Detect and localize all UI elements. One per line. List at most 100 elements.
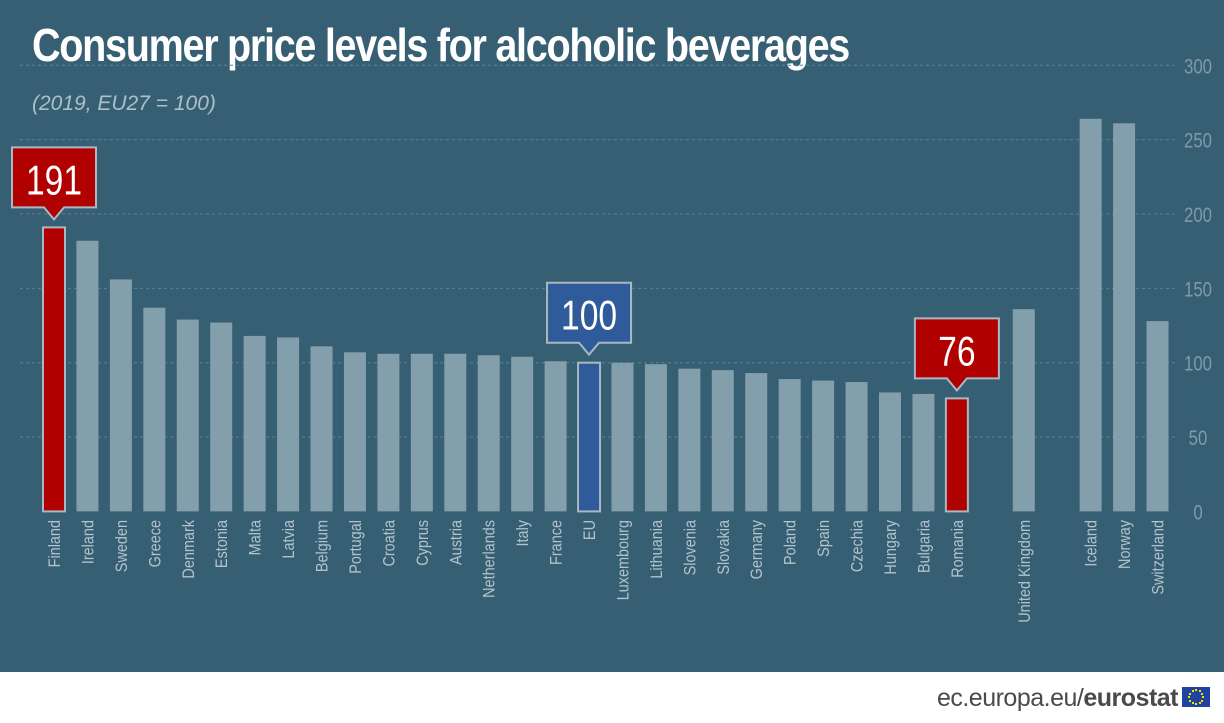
bar-croatia	[377, 353, 400, 512]
bar-slovakia	[711, 370, 734, 512]
data-callout: 100	[546, 281, 633, 357]
bar-germany	[745, 373, 768, 512]
y-tick-label: 0	[1193, 502, 1202, 525]
star	[1188, 696, 1190, 698]
x-tick-label: Austria	[447, 520, 465, 565]
x-tick-label: Romania	[949, 520, 967, 578]
x-tick-label: Spain	[815, 520, 833, 557]
chart-subtitle: (2019, EU27 = 100)	[32, 92, 216, 115]
x-tick-label: Switzerland	[1150, 520, 1168, 595]
star	[1195, 689, 1197, 691]
bar-bulgaria	[912, 393, 935, 512]
bar-romania	[944, 397, 969, 513]
bar-portugal	[343, 352, 366, 512]
bar-estonia	[210, 322, 233, 512]
x-tick-label: Lithuania	[648, 520, 666, 579]
bar-chart: 0 50 100 150 200 250 300 Finland 191 Ireland Swede…	[11, 56, 1212, 623]
y-tick-label: 50	[1189, 427, 1208, 450]
star	[1188, 699, 1191, 702]
y-tick-label: 100	[1184, 353, 1212, 376]
x-tick-label: Bulgaria	[915, 520, 933, 573]
x-tick-label: Portugal	[347, 520, 365, 574]
x-tick-label: Iceland	[1083, 520, 1101, 567]
bar-malta	[243, 335, 266, 512]
data-callout: 191	[11, 146, 97, 221]
x-tick-label: Slovakia	[715, 520, 733, 575]
bar-austria	[444, 353, 467, 512]
x-tick-label: Denmark	[180, 520, 198, 579]
x-tick-label: Czechia	[849, 520, 867, 572]
y-tick-label: 250	[1184, 130, 1212, 153]
x-tick-label: Poland	[782, 520, 800, 565]
bar-slovenia	[678, 368, 701, 512]
bar-latvia	[277, 337, 300, 512]
bar-united-kingdom	[1012, 309, 1035, 512]
bar-netherlands	[477, 355, 500, 512]
data-label: 100	[561, 293, 617, 339]
x-tick-label: Belgium	[314, 520, 332, 572]
star	[1188, 692, 1191, 695]
star	[1201, 692, 1204, 695]
bar-luxembourg	[611, 362, 634, 512]
star	[1195, 703, 1197, 705]
y-tick-label: 150	[1184, 279, 1212, 302]
star	[1198, 689, 1201, 692]
bar-iceland	[1079, 118, 1102, 512]
y-tick-label: 200	[1184, 204, 1212, 227]
x-tick-label: Finland	[46, 520, 64, 567]
callout-box	[546, 281, 633, 357]
chart-panel: Consumer price levels for alcoholic beve…	[0, 0, 1224, 672]
eu-flag-icon	[1182, 687, 1210, 707]
x-tick-label: Germany	[748, 520, 766, 579]
footer-link[interactable]: ec.europa.eu/eurostat	[936, 684, 1179, 713]
bar-switzerland	[1146, 321, 1169, 512]
star	[1191, 689, 1194, 692]
x-tick-label: Malta	[247, 520, 265, 556]
bar-cyprus	[410, 353, 433, 512]
x-tick-label: Croatia	[380, 520, 398, 567]
bar-finland	[42, 226, 66, 513]
callout-box	[11, 146, 97, 221]
x-tick-label: Sweden	[113, 520, 131, 572]
bar-hungary	[879, 392, 901, 512]
x-tick-label: Latvia	[280, 520, 298, 559]
bar-norway	[1113, 123, 1136, 512]
footer: ec.europa.eu/eurostat	[0, 672, 1224, 723]
x-tick-label: Ireland	[79, 520, 97, 564]
x-tick-label: Greece	[146, 520, 164, 568]
bar-ireland	[76, 240, 99, 512]
x-tick-label: Luxembourg	[614, 520, 632, 600]
x-tick-label: Norway	[1116, 520, 1134, 569]
x-tick-label: Netherlands	[481, 520, 499, 598]
star	[1198, 702, 1201, 705]
bar-italy	[511, 356, 534, 512]
star	[1202, 696, 1204, 698]
y-tick-label: 300	[1184, 56, 1212, 79]
x-tick-label: Italy	[514, 520, 532, 547]
bar-lithuania	[644, 364, 667, 512]
x-tick-label: France	[548, 520, 566, 565]
footer-site: ec.europa.eu/	[936, 684, 1084, 712]
data-callout: 76	[913, 317, 1000, 392]
bar-belgium	[310, 346, 333, 512]
data-label: 76	[938, 329, 975, 375]
footer-brand: eurostat	[1083, 684, 1178, 712]
x-tick-label: Hungary	[882, 520, 900, 575]
chart-title: Consumer price levels for alcoholic beve…	[32, 19, 850, 71]
bar-greece	[143, 307, 166, 512]
bar-sweden	[109, 279, 132, 512]
bar-eu	[577, 361, 602, 513]
star	[1191, 702, 1194, 705]
star	[1201, 699, 1204, 702]
x-tick-label: Estonia	[213, 520, 231, 568]
bar-denmark	[176, 319, 199, 512]
x-tick-label: United Kingdom	[1016, 520, 1034, 623]
data-label: 191	[26, 158, 82, 204]
x-tick-label: EU	[581, 520, 599, 540]
bar-poland	[778, 379, 801, 512]
callout-box	[913, 317, 1000, 392]
bar-czechia	[845, 382, 868, 512]
x-tick-label: Cyprus	[414, 520, 432, 566]
x-tick-label: Slovenia	[681, 520, 699, 576]
bar-spain	[812, 380, 835, 512]
